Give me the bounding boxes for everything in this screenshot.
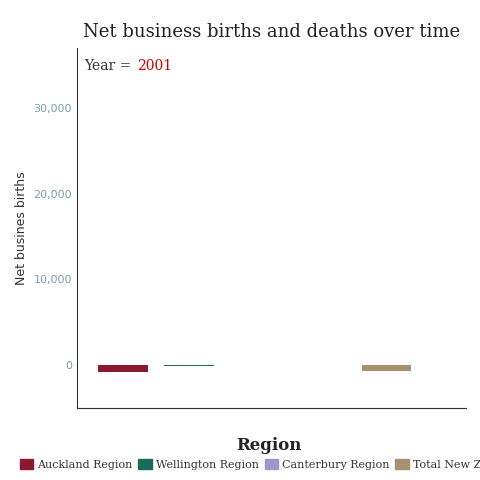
Text: 2001: 2001 <box>137 59 172 73</box>
Bar <box>362 365 411 371</box>
Y-axis label: Net busines births: Net busines births <box>15 171 28 285</box>
Title: Net business births and deaths over time: Net business births and deaths over time <box>83 23 460 41</box>
Bar <box>98 365 148 372</box>
Legend: Auckland Region, Wellington Region, Canterbury Region, Total New Zealand: Auckland Region, Wellington Region, Cant… <box>15 432 480 474</box>
Text: Year =: Year = <box>84 59 136 73</box>
Bar <box>164 365 214 366</box>
